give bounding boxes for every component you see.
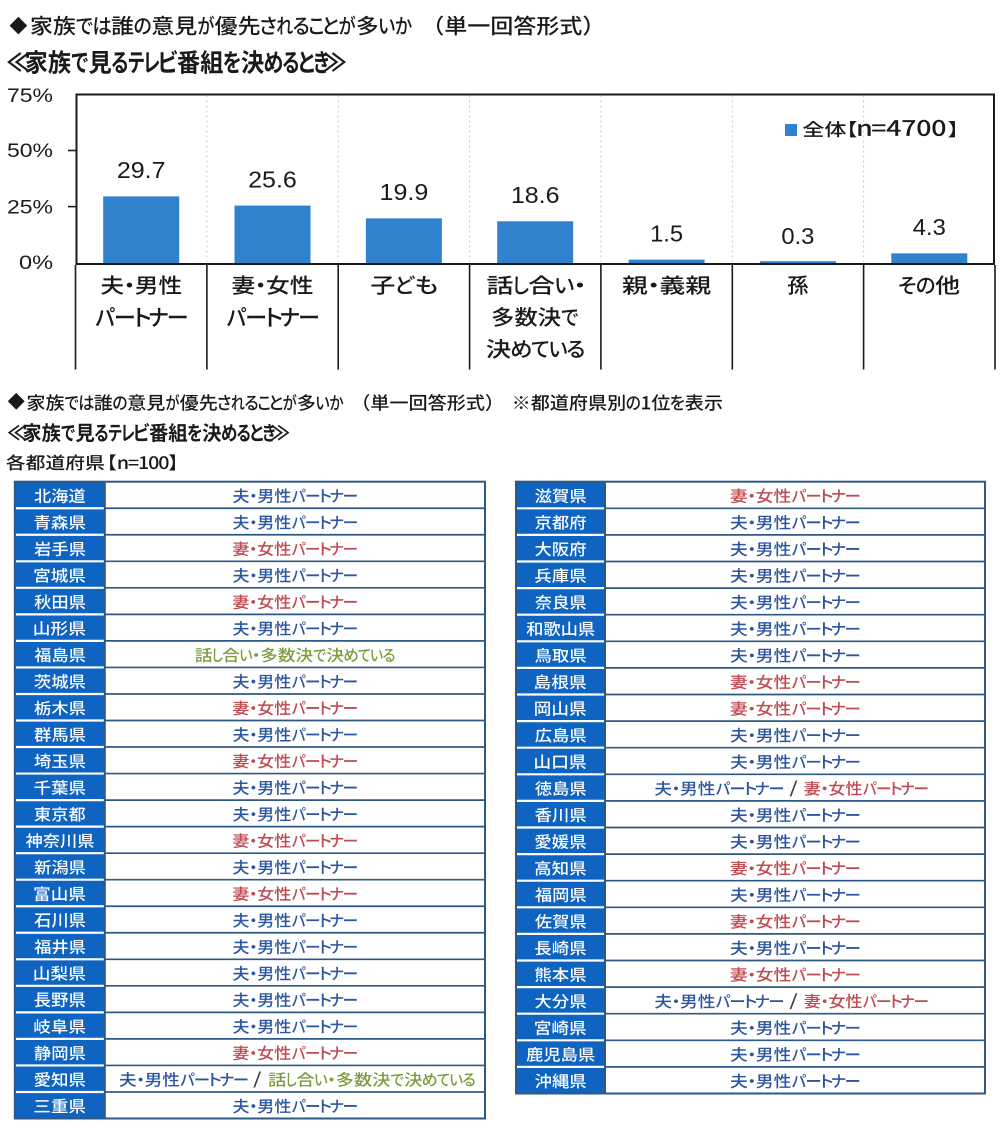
svg-text:1.5: 1.5: [650, 220, 683, 246]
svg-text:4.3: 4.3: [913, 214, 946, 240]
svg-text:25.6: 25.6: [248, 166, 297, 192]
svg-text:0.3: 0.3: [781, 223, 814, 249]
svg-text:19.9: 19.9: [380, 179, 429, 205]
svg-text:18.6: 18.6: [511, 182, 560, 208]
svg-text:0%: 0%: [19, 253, 53, 274]
svg-text:75%: 75%: [7, 86, 53, 107]
svg-text:25%: 25%: [7, 197, 53, 218]
svg-text:29.7: 29.7: [117, 157, 166, 183]
svg-text:50%: 50%: [7, 141, 53, 162]
